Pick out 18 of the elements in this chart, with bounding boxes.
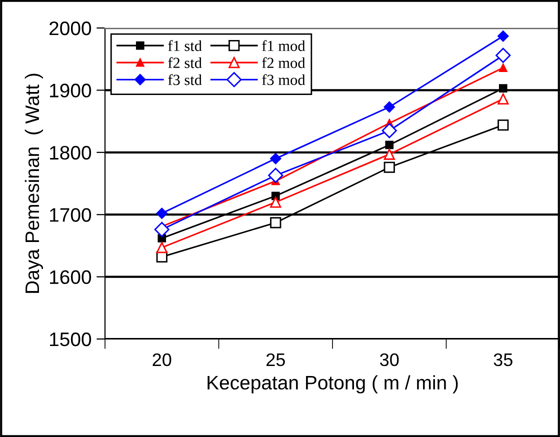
legend-label: f2 mod (262, 57, 306, 68)
legend-label: f3 mod (262, 74, 306, 86)
y-tick-label: 1700 (50, 208, 92, 222)
y-tick-label: 1500 (50, 332, 92, 346)
x-axis-title: Kecepatan Potong ( m / min ) (208, 375, 458, 394)
x-tick-label: 25 (266, 353, 285, 366)
legend-label: f1 std (168, 40, 202, 52)
x-tick-label: 20 (152, 353, 172, 366)
legend-label: f2 std (168, 57, 202, 68)
y-tick-label: 2000 (50, 21, 92, 36)
legend-label: f3 std (168, 74, 202, 86)
y-tick-label: 1600 (50, 270, 92, 284)
x-tick-label: 35 (494, 353, 512, 366)
legend-label: f1 mod (262, 40, 306, 52)
y-tick-label: 1900 (50, 84, 92, 98)
y-tick-label: 1800 (50, 146, 92, 160)
y-axis-title: Daya Pemesinan ( Watt ) (24, 74, 43, 293)
x-tick-label: 30 (380, 353, 399, 366)
